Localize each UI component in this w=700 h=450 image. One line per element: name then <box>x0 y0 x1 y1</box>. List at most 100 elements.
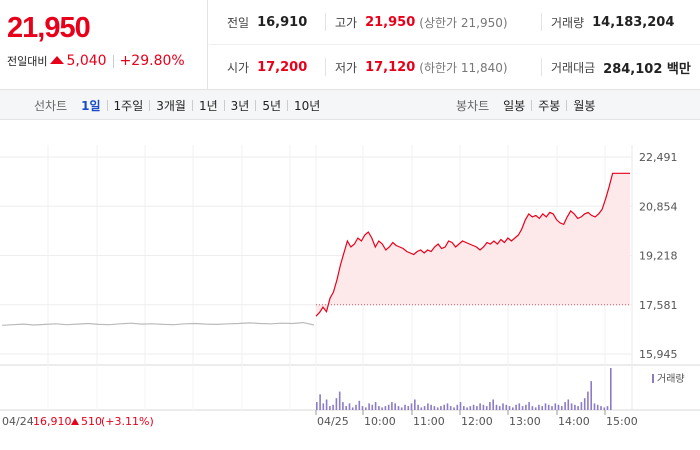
volume-bar <box>342 402 344 410</box>
volume-bar <box>606 406 609 410</box>
volume-bar <box>391 402 393 410</box>
stat-label: 거래대금 <box>551 61 596 75</box>
y-tick-label: 15,945 <box>639 348 678 361</box>
volume-bar <box>436 407 439 410</box>
stat-value: 21,950 <box>365 14 416 30</box>
tab-10year[interactable]: 10년 <box>294 98 321 113</box>
stat-label: 고가 <box>335 15 358 30</box>
stat-trade-value: 거래대금 284,102 백만 <box>551 58 691 77</box>
volume-bar <box>508 406 511 410</box>
volume-bar <box>404 404 406 411</box>
volume-bar <box>420 407 423 410</box>
volume-bar <box>557 404 560 411</box>
price-chart[interactable]: 22,491 20,854 19,218 17,581 15,945 04/25 10:0… <box>0 120 700 450</box>
volume-bar <box>456 404 459 411</box>
x-tick-label: 04/25 <box>317 415 349 428</box>
volume-bar <box>476 406 478 410</box>
volume-bar <box>440 406 442 410</box>
volume-bar <box>603 407 606 410</box>
tab-monthly-candle[interactable]: 월봉 <box>573 98 596 113</box>
tab-1year[interactable]: 1년 <box>198 98 218 113</box>
volume-bar <box>410 403 413 410</box>
volume-bar <box>531 406 534 410</box>
tab-5year[interactable]: 5년 <box>262 98 282 113</box>
volume-bar <box>338 391 341 410</box>
volume-bar <box>495 404 498 411</box>
volume-bar <box>538 404 540 411</box>
tab-3month[interactable]: 3개월 <box>156 98 186 113</box>
stat-value: 17,120 <box>365 60 416 75</box>
volume-bar <box>325 399 328 410</box>
volume-bar <box>446 403 449 410</box>
today-line-group <box>315 172 630 317</box>
divider <box>541 58 542 76</box>
volume-bar <box>381 407 383 410</box>
line-chart-tabs: 선차트 1일 1주일 3개월 1년 3년 5년 10년 <box>34 90 324 120</box>
up-arrow-icon <box>50 56 65 64</box>
stat-value: 17,200 <box>257 60 308 75</box>
divider <box>191 99 193 111</box>
stats-row-1: 전일 16,910 고가 21,950 (상한가 21,950) 거래량 14,… <box>209 0 700 45</box>
prev-day-change: 510 <box>81 415 102 428</box>
volume-bar <box>414 399 416 410</box>
tab-weekly-candle[interactable]: 주봉 <box>538 98 561 113</box>
tab-1week[interactable]: 1주일 <box>113 98 144 113</box>
volume-bar <box>319 394 321 411</box>
y-axis-labels: 22,491 20,854 19,218 17,581 15,945 <box>639 151 678 361</box>
volume-bar <box>329 406 331 410</box>
chart-tabs: 선차트 1일 1주일 3개월 1년 3년 5년 10년 봉차트 일봉 주봉 월봉 <box>0 90 700 120</box>
tab-3year[interactable]: 3년 <box>230 98 250 113</box>
volume-bar <box>368 403 370 410</box>
volume-bar <box>417 404 419 411</box>
volume-bar <box>505 404 508 411</box>
volume-bar <box>322 403 325 410</box>
stats-table: 전일 16,910 고가 21,950 (상한가 21,950) 거래량 14,… <box>209 0 700 90</box>
volume-bar <box>407 406 410 410</box>
volume-bar <box>463 406 465 410</box>
divider <box>325 13 326 31</box>
volume-bar <box>365 407 367 410</box>
prev-day-date: 04/24 <box>2 415 34 428</box>
prev-day-line-group <box>1 321 315 326</box>
stat-open: 시가 17,200 <box>227 59 307 76</box>
quote-summary: 21,950 전일대비 5,040 +29.80% 전일 16,910 고가 2… <box>0 0 700 90</box>
volume-bar <box>482 404 485 411</box>
tab-daily-candle[interactable]: 일봉 <box>503 98 526 113</box>
volume-bar <box>394 403 396 410</box>
stat-volume: 거래량 14,183,204 <box>551 14 674 31</box>
volume-bar <box>453 407 455 410</box>
prev-day-close: 16,910 <box>33 415 72 428</box>
y-tick-label: 20,854 <box>639 200 678 213</box>
stat-value: 16,910 <box>257 14 308 30</box>
divider <box>106 99 108 111</box>
change-percent: +29.80% <box>119 53 185 69</box>
volume-bar <box>534 407 537 410</box>
volume-bar <box>580 402 583 410</box>
volume-bar <box>593 403 596 410</box>
volume-bar <box>479 403 481 410</box>
stat-label: 전일 <box>227 15 250 30</box>
divider <box>541 13 542 31</box>
volume-bar <box>374 402 377 410</box>
volume-bar <box>515 404 517 411</box>
divider <box>566 99 568 111</box>
volume-bar <box>387 404 390 411</box>
divider <box>287 99 289 111</box>
divider <box>531 99 533 111</box>
change-row: 전일대비 5,040 +29.80% <box>7 53 185 69</box>
volume-bar <box>361 406 364 410</box>
volume-bar <box>443 404 445 411</box>
y-tick-label: 19,218 <box>639 250 678 263</box>
volume-legend-swatch <box>652 374 654 383</box>
volume-bar <box>551 406 553 410</box>
volume-bar <box>492 399 494 410</box>
volume-bar <box>378 406 380 410</box>
volume-bar <box>335 398 338 410</box>
volume-bar <box>469 406 472 410</box>
prev-day-summary: 04/24 16,910 510 (+3.11%) <box>2 415 154 428</box>
volume-bar <box>541 406 543 410</box>
volume-bar <box>345 406 347 410</box>
volume-bar <box>610 368 612 410</box>
tab-1day[interactable]: 1일 <box>81 98 101 113</box>
y-tick-label: 22,491 <box>639 151 678 164</box>
